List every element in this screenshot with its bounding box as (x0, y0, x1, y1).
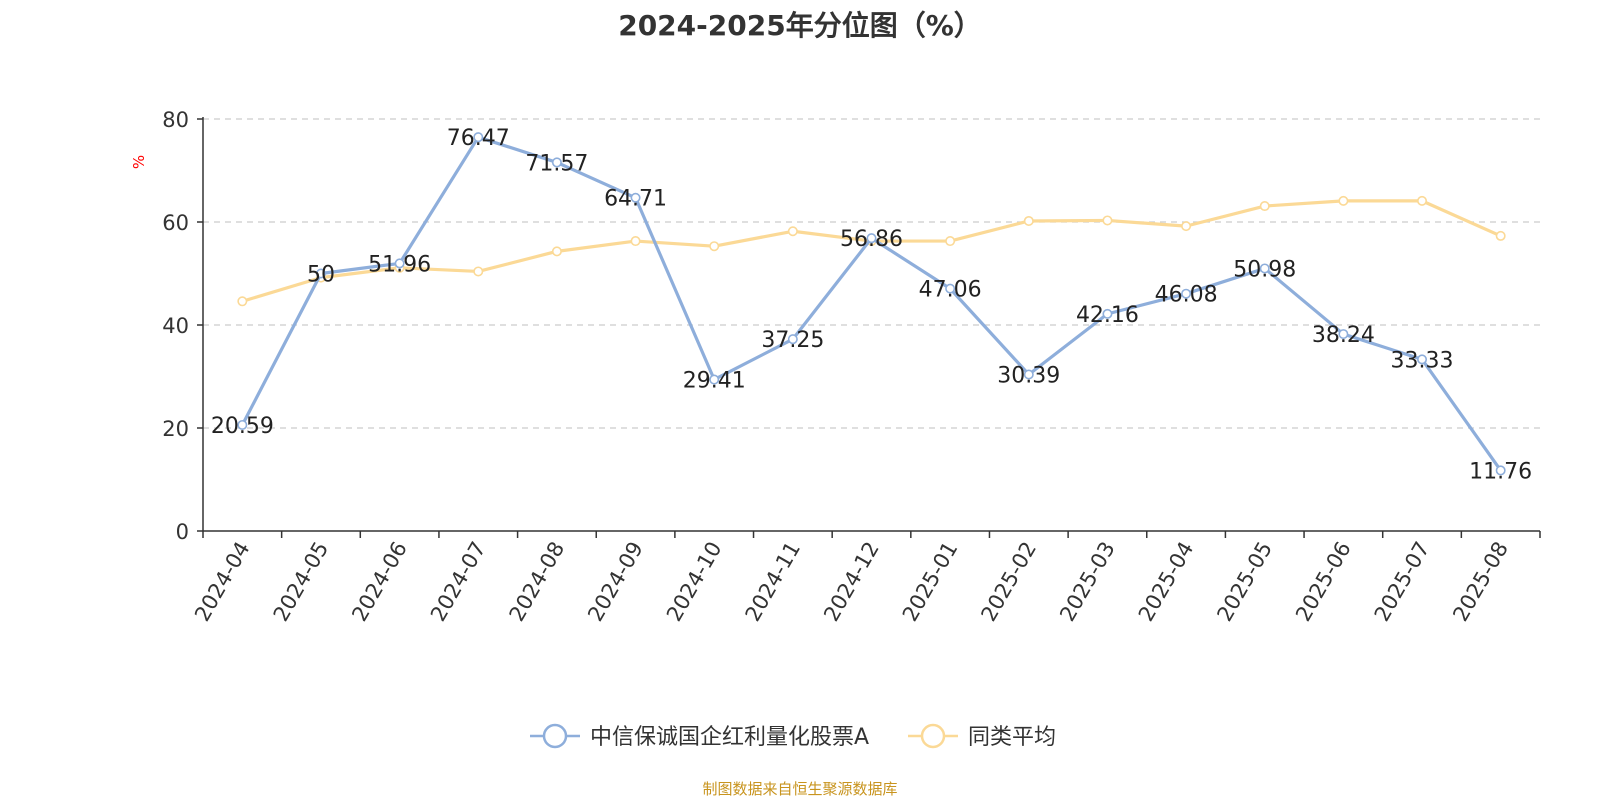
data-point-series-2 (1495, 230, 1506, 241)
y-tick-label: 0 (176, 520, 189, 544)
x-tick-label: 2025-06 (1291, 538, 1356, 626)
data-point-series-1 (1417, 354, 1428, 365)
x-tick-label: 2024-04 (190, 538, 255, 626)
x-tick-label: 2024-06 (347, 538, 412, 626)
data-point-series-1 (1181, 288, 1192, 299)
data-label: 76.47 (447, 126, 510, 151)
data-point-series-1 (630, 192, 641, 203)
data-point-series-2 (1417, 195, 1428, 206)
data-label: 64.71 (604, 187, 667, 212)
x-tick-label: 2024-05 (269, 538, 334, 626)
data-label: 50 (307, 263, 335, 288)
data-label: 38.24 (1312, 323, 1375, 348)
series-line-1 (240, 135, 1502, 472)
x-tick-label: 2024-10 (662, 538, 727, 626)
data-point-series-1 (1102, 308, 1113, 319)
x-tick-label: 2025-01 (898, 537, 963, 625)
data-point-series-2 (787, 226, 798, 237)
data-point-series-1 (1338, 329, 1349, 340)
data-point-series-2 (709, 241, 720, 252)
data-point-series-1 (473, 132, 484, 143)
data-label: 47.06 (919, 278, 982, 303)
data-point-series-1 (1023, 369, 1034, 380)
y-tick-label: 80 (162, 108, 189, 132)
y-tick-label: 60 (162, 211, 189, 235)
x-tick-label: 2024-09 (583, 538, 648, 626)
data-label: 56.86 (840, 227, 903, 252)
data-point-series-2 (551, 246, 562, 257)
data-label: 46.08 (1155, 283, 1218, 308)
y-tick-label: 20 (162, 417, 189, 441)
source-note: 制图数据来自恒生聚源数据库 (702, 780, 898, 798)
data-point-series-1 (709, 374, 720, 385)
x-tick-label: 2024-07 (426, 538, 491, 626)
data-point-series-1 (394, 258, 405, 269)
data-label: 30.39 (997, 363, 1060, 388)
x-tick-label: 2024-12 (819, 538, 884, 626)
data-point-series-2 (1259, 201, 1270, 212)
data-label: 51.96 (368, 252, 431, 277)
data-label: 11.76 (1469, 459, 1532, 484)
x-tick-label: 2024-08 (505, 538, 570, 626)
data-point-series-2 (473, 266, 484, 277)
y-axis-label: % (130, 155, 148, 169)
data-label: 50.98 (1233, 257, 1296, 282)
data-point-series-2 (1023, 215, 1034, 226)
data-point-series-2 (945, 236, 956, 247)
data-point-series-2 (1338, 195, 1349, 206)
data-label: 20.59 (211, 414, 274, 439)
y-tick-label: 40 (162, 314, 189, 338)
x-tick-label: 2025-03 (1055, 538, 1120, 626)
data-label: 33.33 (1391, 348, 1454, 373)
data-point-series-1 (1495, 465, 1506, 476)
data-point-series-1 (551, 157, 562, 168)
x-tick-label: 2025-08 (1448, 538, 1513, 626)
x-tick-label: 2025-05 (1212, 538, 1277, 626)
data-point-series-1 (787, 334, 798, 345)
data-point-series-2 (1181, 221, 1192, 232)
chart-title: 2024-2025年分位图（%） (618, 9, 982, 42)
data-point-series-2 (237, 296, 248, 307)
x-tick-label: 2024-11 (741, 538, 806, 626)
data-point-series-1 (945, 283, 956, 294)
legend-label-2: 同类平均 (968, 725, 1056, 750)
legend-marker-2 (920, 723, 946, 749)
data-point-series-1 (866, 233, 877, 244)
legend-marker-1 (542, 723, 568, 749)
data-point-series-1 (237, 419, 248, 430)
x-tick-label: 2025-07 (1370, 538, 1435, 626)
data-point-series-1 (315, 268, 326, 279)
data-point-series-1 (1259, 263, 1270, 274)
data-label: 42.16 (1076, 303, 1139, 328)
data-label: 71.57 (525, 151, 588, 176)
x-tick-label: 2025-04 (1134, 538, 1199, 626)
data-point-series-2 (630, 236, 641, 247)
data-label: 29.41 (683, 369, 746, 394)
data-label: 37.25 (761, 328, 824, 353)
legend-label-1: 中信保诚国企红利量化股票A (590, 725, 869, 750)
data-point-series-2 (1102, 215, 1113, 226)
x-tick-label: 2025-02 (976, 538, 1041, 626)
